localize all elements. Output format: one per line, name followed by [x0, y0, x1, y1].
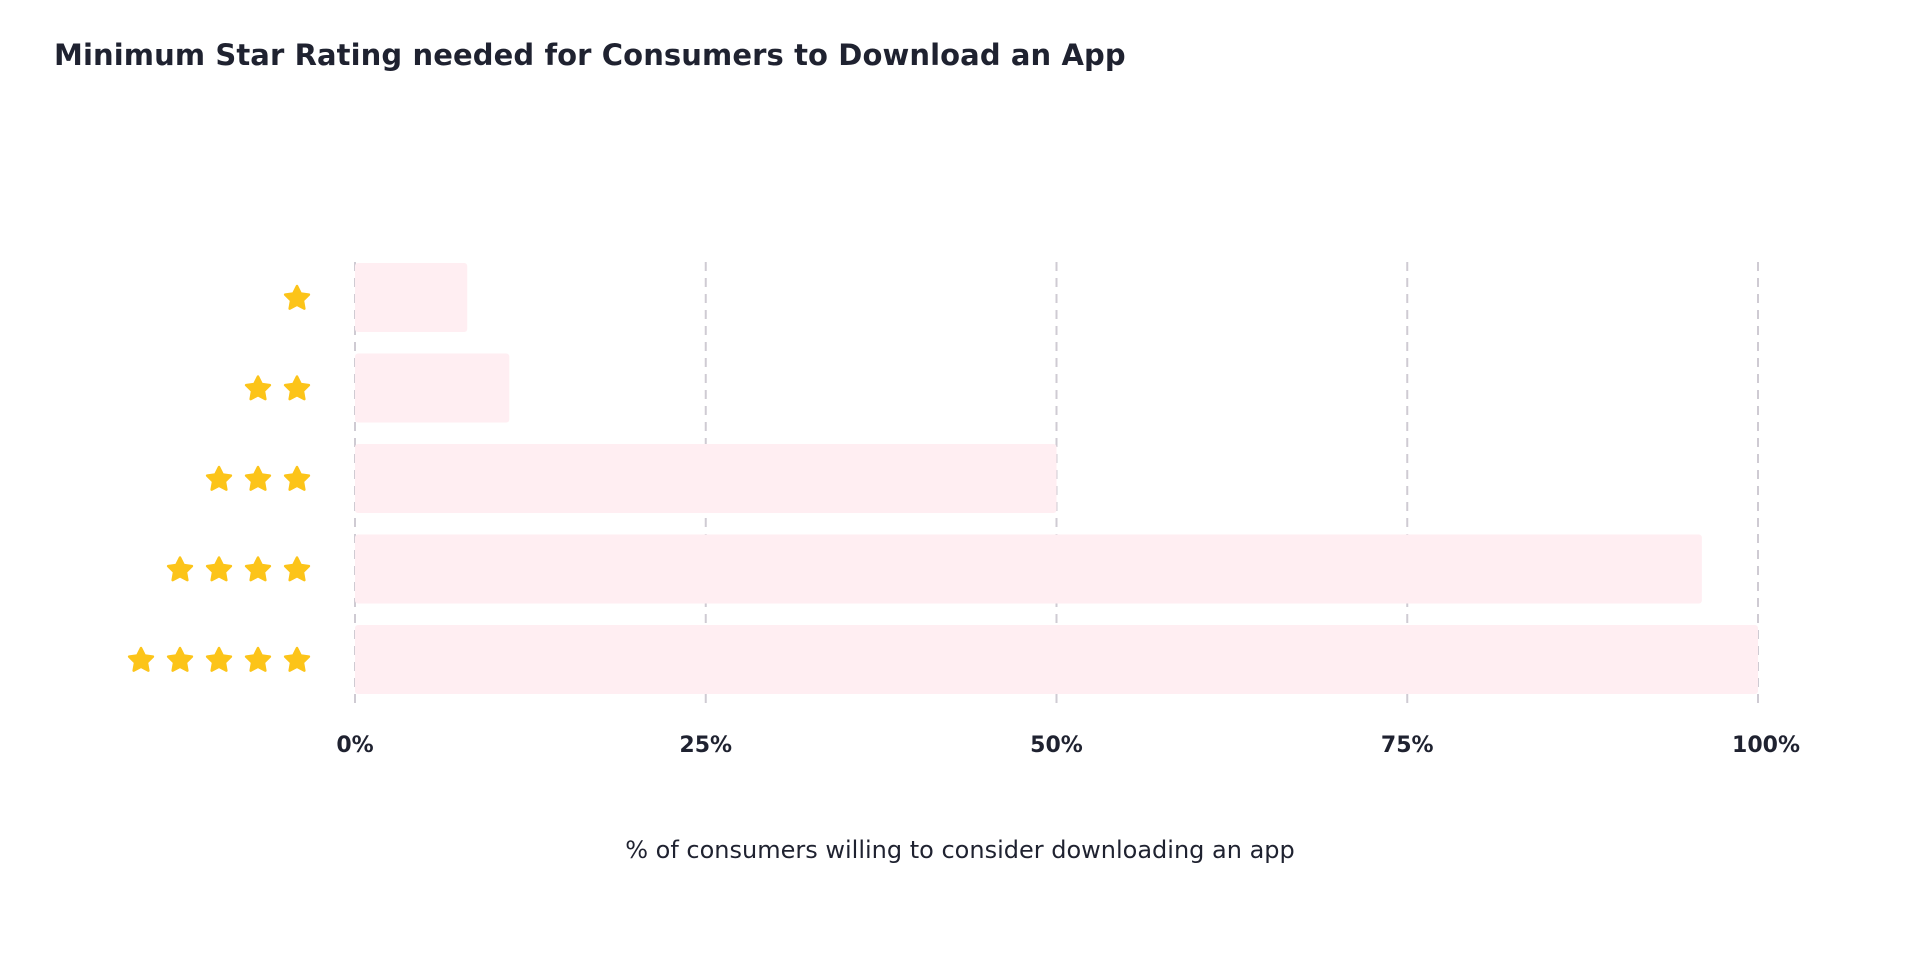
bar	[355, 625, 1758, 694]
x-tick-label: 0%	[336, 733, 373, 758]
star-rating-5	[127, 646, 311, 672]
chart-title: Minimum Star Rating needed for Consumers…	[54, 38, 1126, 72]
star-icon	[166, 646, 194, 672]
star-icon	[283, 284, 311, 310]
bars	[355, 263, 1758, 694]
bar	[355, 444, 1057, 513]
star-icon	[166, 556, 194, 582]
star-icon	[283, 646, 311, 672]
bar	[355, 263, 468, 332]
star-icon	[283, 465, 311, 491]
star-icon	[205, 556, 233, 582]
star-icon	[127, 646, 155, 672]
star-rating-1	[283, 284, 311, 310]
star-icon	[244, 556, 272, 582]
star-icon	[244, 375, 272, 401]
star-rating-3	[205, 465, 311, 491]
x-tick-label: 50%	[1030, 733, 1083, 758]
bar	[355, 534, 1702, 604]
star-rating-2	[244, 375, 311, 401]
x-axis-label: % of consumers willing to consider downl…	[625, 836, 1295, 864]
star-icon	[244, 465, 272, 491]
star-labels	[127, 284, 311, 672]
star-icon	[283, 556, 311, 582]
star-icon	[205, 465, 233, 491]
x-tick-label: 100%	[1732, 733, 1800, 758]
x-tick-labels: 0% 25% 50% 75% 100%	[336, 733, 1800, 758]
star-icon	[244, 646, 272, 672]
bar	[355, 353, 510, 423]
star-rating-4	[166, 556, 311, 582]
star-icon	[205, 646, 233, 672]
x-tick-label: 25%	[679, 733, 732, 758]
star-icon	[283, 375, 311, 401]
x-tick-label: 75%	[1381, 733, 1434, 758]
